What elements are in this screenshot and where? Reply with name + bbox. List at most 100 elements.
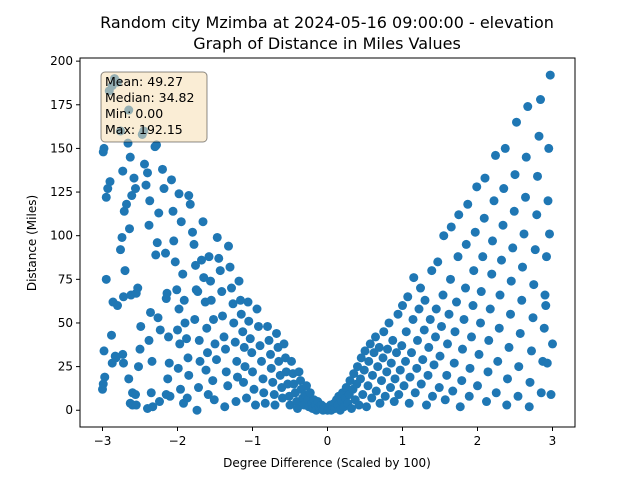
data-point <box>409 273 419 283</box>
data-point <box>534 131 544 141</box>
data-point <box>362 402 371 412</box>
data-point <box>260 398 270 408</box>
data-point <box>401 356 410 366</box>
data-point <box>124 374 134 384</box>
data-point <box>529 280 539 290</box>
data-point <box>125 152 135 162</box>
data-point <box>209 395 219 405</box>
data-point <box>431 304 441 314</box>
data-point <box>461 283 470 293</box>
data-point <box>495 290 505 300</box>
data-point <box>223 381 233 391</box>
data-point <box>416 379 426 389</box>
data-point <box>530 245 540 255</box>
data-point <box>98 147 108 157</box>
data-point <box>103 184 113 194</box>
data-point <box>152 238 162 248</box>
data-point <box>111 353 121 363</box>
data-point <box>208 376 218 386</box>
data-point <box>209 314 218 324</box>
data-point <box>164 332 173 342</box>
data-point <box>419 325 429 335</box>
data-point <box>512 117 521 127</box>
data-point <box>183 353 193 363</box>
data-point <box>293 404 302 413</box>
data-point <box>144 220 154 230</box>
data-point <box>405 372 415 382</box>
data-point <box>101 274 111 284</box>
data-point <box>375 398 385 408</box>
data-point <box>266 363 276 373</box>
data-point <box>394 390 404 400</box>
data-point <box>193 287 203 297</box>
y-tick-label: 75 <box>58 272 73 286</box>
data-point <box>521 152 531 162</box>
data-point <box>467 332 476 342</box>
data-point <box>443 339 452 349</box>
data-point <box>536 95 545 105</box>
data-point <box>429 360 439 370</box>
data-point <box>347 404 356 413</box>
data-point <box>302 381 311 391</box>
data-point <box>450 327 460 337</box>
data-point <box>98 384 107 394</box>
data-point <box>221 344 230 354</box>
data-point <box>491 150 500 160</box>
data-point <box>488 236 497 246</box>
data-point <box>125 224 134 234</box>
data-point <box>101 192 111 202</box>
data-point <box>198 217 208 227</box>
data-point <box>358 390 368 400</box>
data-point <box>289 379 299 389</box>
data-point <box>118 349 128 359</box>
data-point <box>210 339 220 349</box>
data-point <box>176 217 186 227</box>
data-point <box>508 243 518 253</box>
data-point <box>482 397 491 407</box>
data-point <box>424 342 434 352</box>
data-point <box>368 370 377 380</box>
data-point <box>119 206 129 216</box>
data-point <box>545 70 555 80</box>
data-point <box>105 177 115 187</box>
stats-min: Min: 0.00 <box>105 106 163 121</box>
data-point <box>453 252 463 262</box>
data-point <box>483 367 493 377</box>
data-point <box>272 328 281 338</box>
data-point <box>420 295 430 305</box>
data-point <box>525 377 535 387</box>
data-point <box>185 199 195 209</box>
data-point <box>212 232 222 242</box>
data-point <box>377 376 386 386</box>
data-point <box>487 269 497 279</box>
data-point <box>231 397 241 407</box>
data-point <box>398 301 407 311</box>
data-point <box>407 348 416 358</box>
data-point <box>259 388 269 398</box>
data-point <box>541 301 551 311</box>
data-point <box>521 192 530 202</box>
stats-box-background <box>100 71 208 143</box>
data-point <box>476 287 486 297</box>
data-point <box>472 182 482 192</box>
data-point <box>457 376 467 386</box>
data-point <box>506 276 516 286</box>
data-point <box>146 307 155 317</box>
data-point <box>140 159 149 169</box>
data-point <box>189 239 199 249</box>
x-axis-ticks: −3 −2 −1 0 1 2 3 <box>94 427 556 448</box>
data-point <box>190 314 200 324</box>
data-point <box>399 381 409 391</box>
data-point <box>131 390 140 400</box>
data-point <box>168 206 178 216</box>
data-point <box>380 391 390 401</box>
data-point <box>401 327 411 337</box>
stats-median: Median: 34.82 <box>105 90 194 105</box>
data-point <box>353 362 362 372</box>
data-point <box>428 391 437 401</box>
data-point <box>403 292 413 302</box>
data-point <box>148 402 158 412</box>
data-point <box>141 180 151 190</box>
x-tick-label: 2 <box>474 434 482 448</box>
